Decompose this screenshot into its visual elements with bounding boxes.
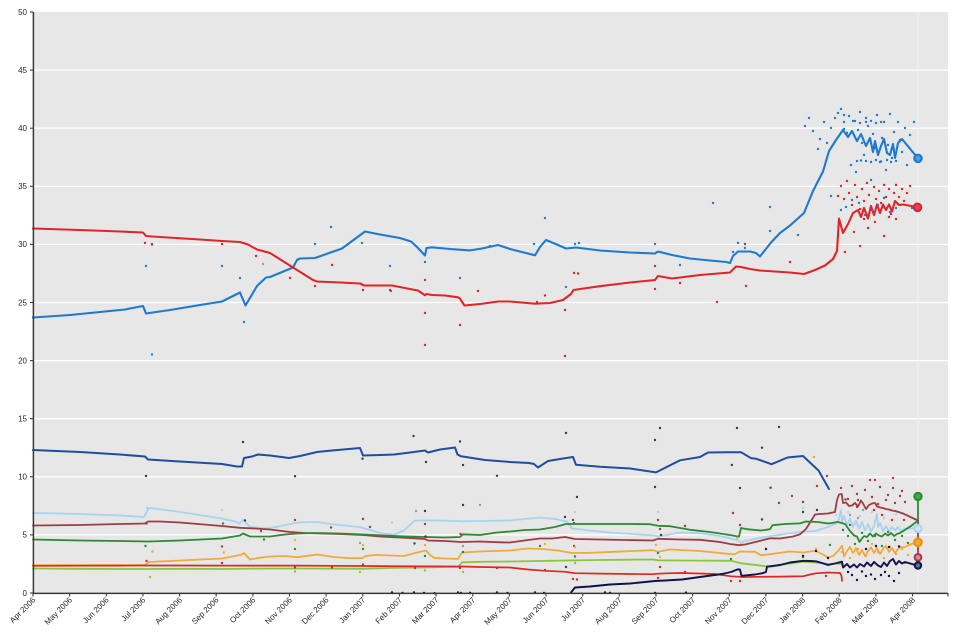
svg-text:30: 30: [18, 240, 27, 249]
svg-text:0: 0: [23, 589, 28, 598]
svg-text:40: 40: [18, 124, 27, 133]
svg-text:10: 10: [18, 473, 27, 482]
svg-text:50: 50: [18, 8, 27, 17]
svg-text:25: 25: [18, 298, 27, 307]
svg-text:5: 5: [23, 531, 28, 540]
svg-text:35: 35: [18, 182, 27, 191]
svg-text:20: 20: [18, 356, 27, 365]
svg-text:45: 45: [18, 66, 27, 75]
svg-text:15: 15: [18, 415, 27, 424]
